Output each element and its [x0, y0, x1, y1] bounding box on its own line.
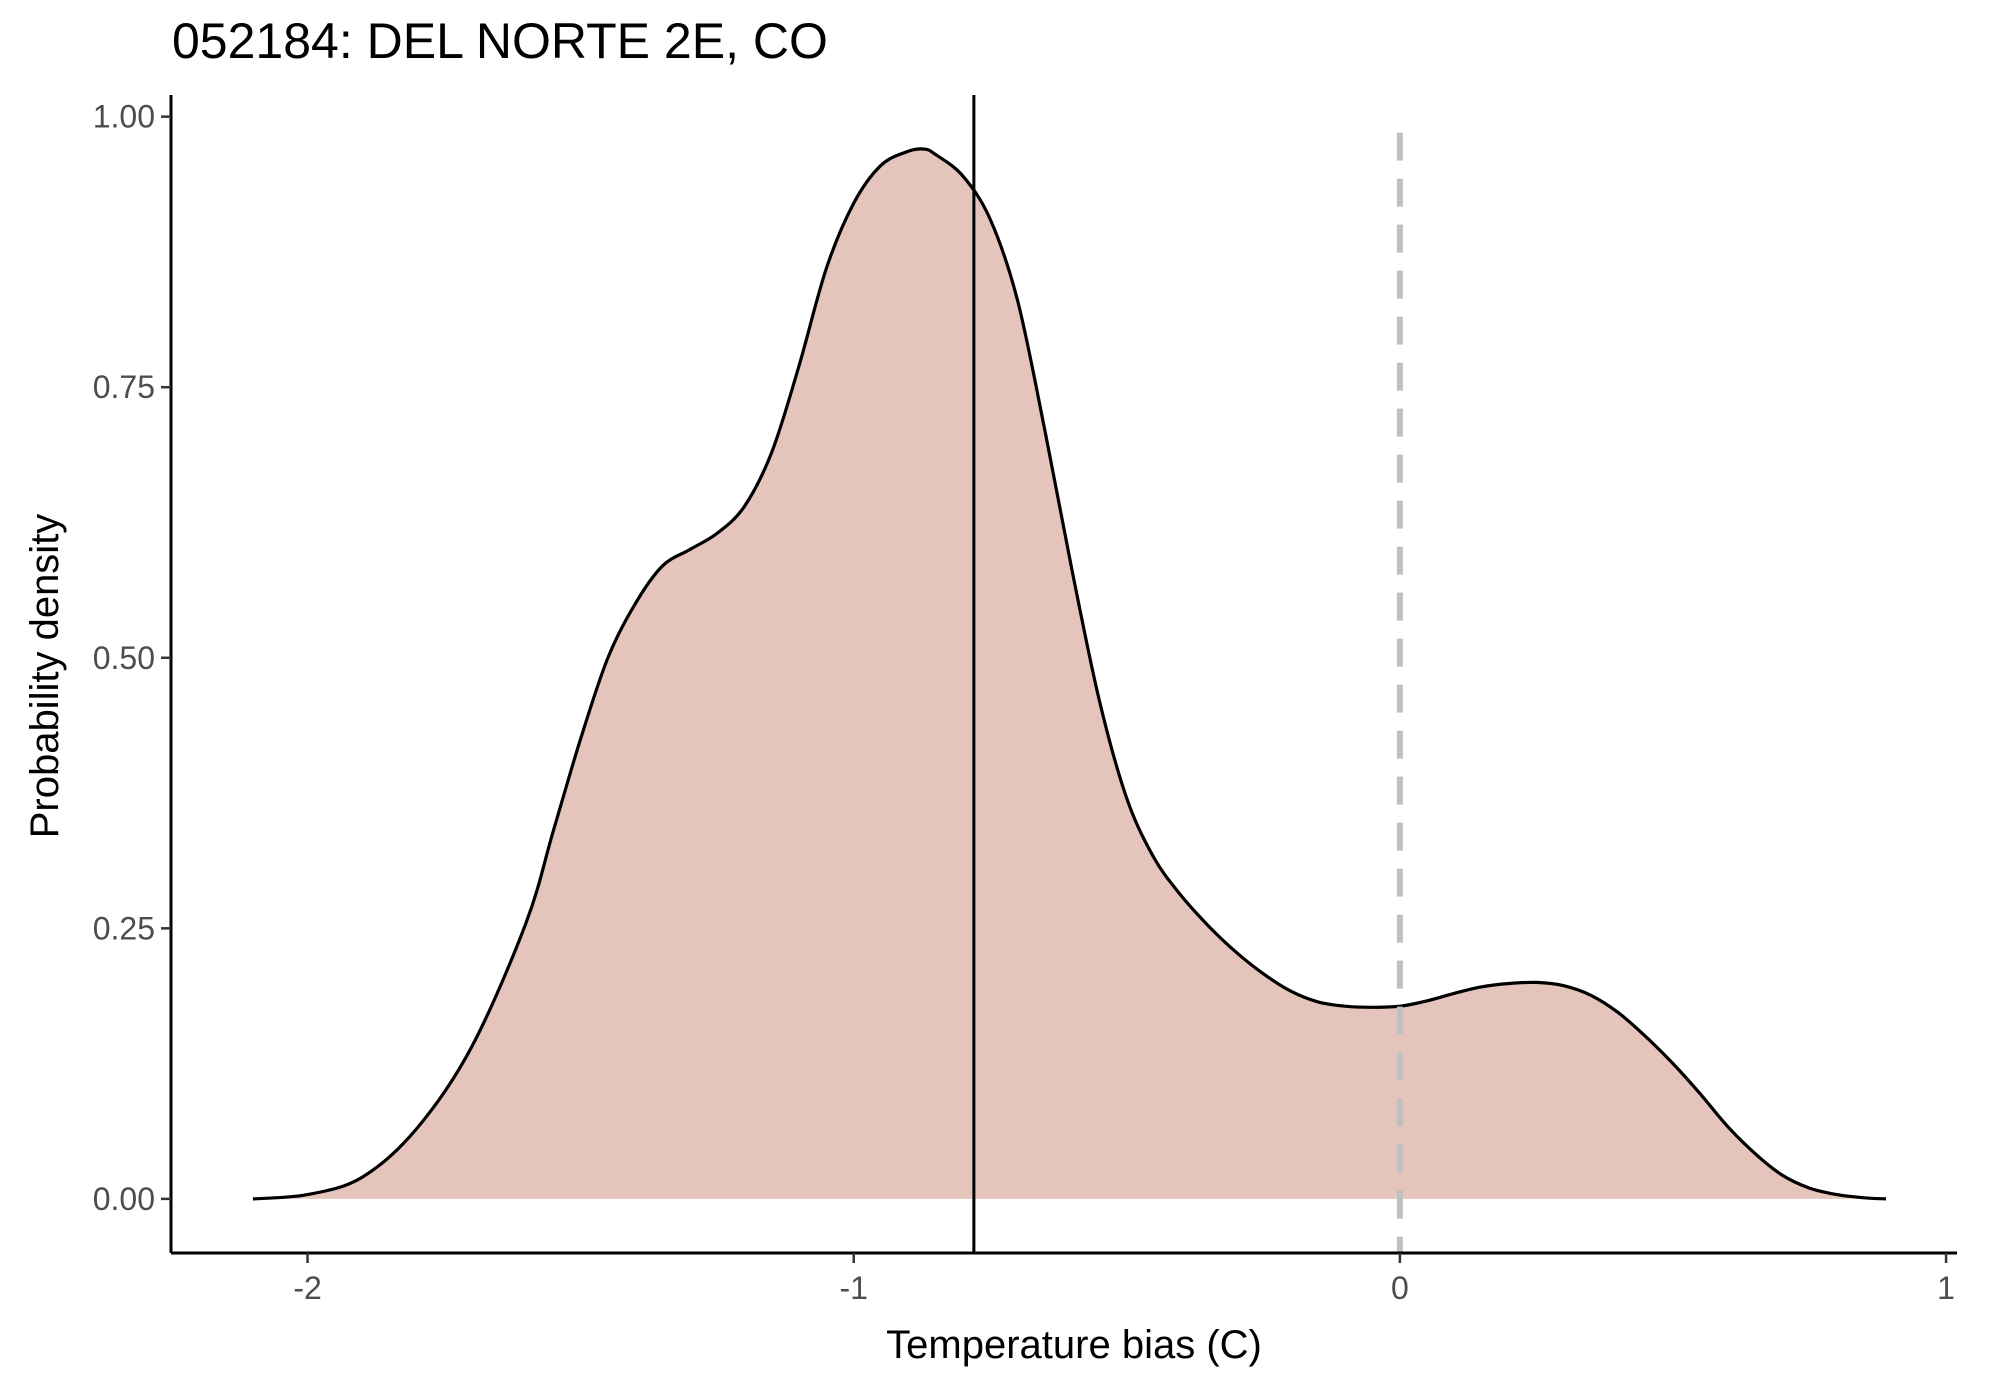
x-tick-label: 1: [1937, 1270, 1955, 1306]
x-tick-label: -2: [293, 1270, 321, 1306]
x-tick-label: -1: [839, 1270, 867, 1306]
y-axis-title: Probability density: [23, 514, 67, 839]
y-tick-label: 0.25: [93, 910, 155, 946]
y-tick-label: 0.00: [93, 1181, 155, 1217]
y-tick-label: 0.50: [93, 640, 155, 676]
density-area-fill: [252, 148, 1886, 1199]
density-curve: [252, 147, 1887, 1201]
y-tick-label: 0.75: [93, 369, 155, 405]
x-axis-title: Temperature bias (C): [886, 1323, 1262, 1367]
x-tick-label: 0: [1391, 1270, 1409, 1306]
y-tick-label: 1.00: [93, 99, 155, 135]
chart-title: 052184: DEL NORTE 2E, CO: [172, 13, 828, 69]
